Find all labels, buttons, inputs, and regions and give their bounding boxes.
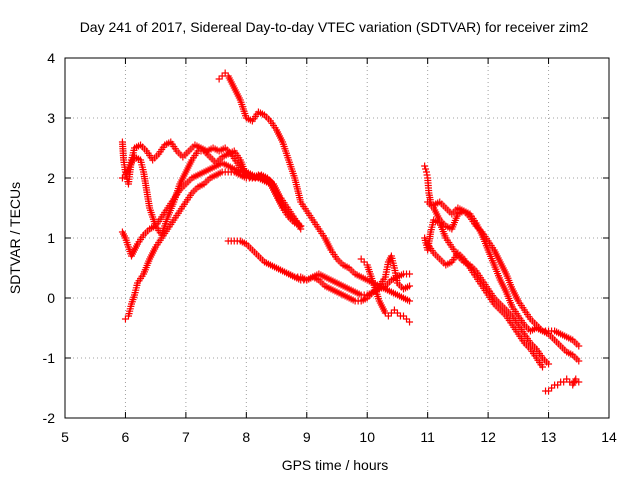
y-axis-label: SDTVAR / TECUs xyxy=(7,182,23,294)
data-point xyxy=(406,297,414,305)
x-tick-label: 8 xyxy=(242,429,250,445)
data-point xyxy=(406,282,414,290)
x-tick-label: 11 xyxy=(420,429,435,445)
x-axis-label: GPS time / hours xyxy=(282,457,389,473)
data-point xyxy=(575,342,583,350)
data-point xyxy=(563,375,571,383)
x-tick-label: 7 xyxy=(182,429,190,445)
x-tick-label: 5 xyxy=(61,429,69,445)
data-point xyxy=(406,270,414,278)
data-point xyxy=(572,375,580,383)
data-point-fill xyxy=(422,165,430,173)
x-tick-label: 10 xyxy=(359,429,375,445)
data-point xyxy=(575,378,583,386)
data-point xyxy=(393,309,401,317)
data-point xyxy=(118,174,126,182)
data-point-fill xyxy=(423,171,431,179)
data-point xyxy=(406,318,414,326)
data-point xyxy=(390,306,398,314)
data-point xyxy=(384,312,392,320)
data-point xyxy=(360,258,368,266)
data-point xyxy=(297,222,305,230)
data-point xyxy=(554,381,562,389)
y-tick-label: -1 xyxy=(43,350,56,366)
y-tick-label: 0 xyxy=(47,290,55,306)
data-point xyxy=(215,75,223,83)
data-points xyxy=(118,69,583,395)
y-tick-label: -2 xyxy=(43,410,56,426)
data-point xyxy=(121,315,129,323)
x-tick-label: 14 xyxy=(601,429,617,445)
data-point xyxy=(403,315,411,323)
x-tick-label: 13 xyxy=(541,429,557,445)
data-point xyxy=(357,255,365,263)
data-point xyxy=(539,363,547,371)
data-point xyxy=(387,309,395,317)
data-point xyxy=(545,360,553,368)
data-point xyxy=(575,357,583,365)
x-tick-label: 12 xyxy=(480,429,496,445)
data-point xyxy=(381,309,389,317)
data-point xyxy=(548,384,556,392)
y-tick-label: 3 xyxy=(47,110,55,126)
x-tick-label: 6 xyxy=(122,429,130,445)
data-point xyxy=(422,168,430,176)
data-point xyxy=(421,162,429,170)
data-point xyxy=(221,69,229,77)
y-tick-label: 4 xyxy=(47,50,55,66)
x-tick-label: 9 xyxy=(303,429,311,445)
data-point xyxy=(566,378,574,386)
y-tick-label: 2 xyxy=(47,170,55,186)
y-tick-label: 1 xyxy=(47,230,55,246)
data-point xyxy=(545,387,553,395)
data-point xyxy=(285,210,293,218)
data-point xyxy=(218,72,226,80)
chart-title: Day 241 of 2017, Sidereal Day-to-day VTE… xyxy=(80,19,589,35)
data-point xyxy=(560,378,568,386)
data-point xyxy=(399,312,407,320)
